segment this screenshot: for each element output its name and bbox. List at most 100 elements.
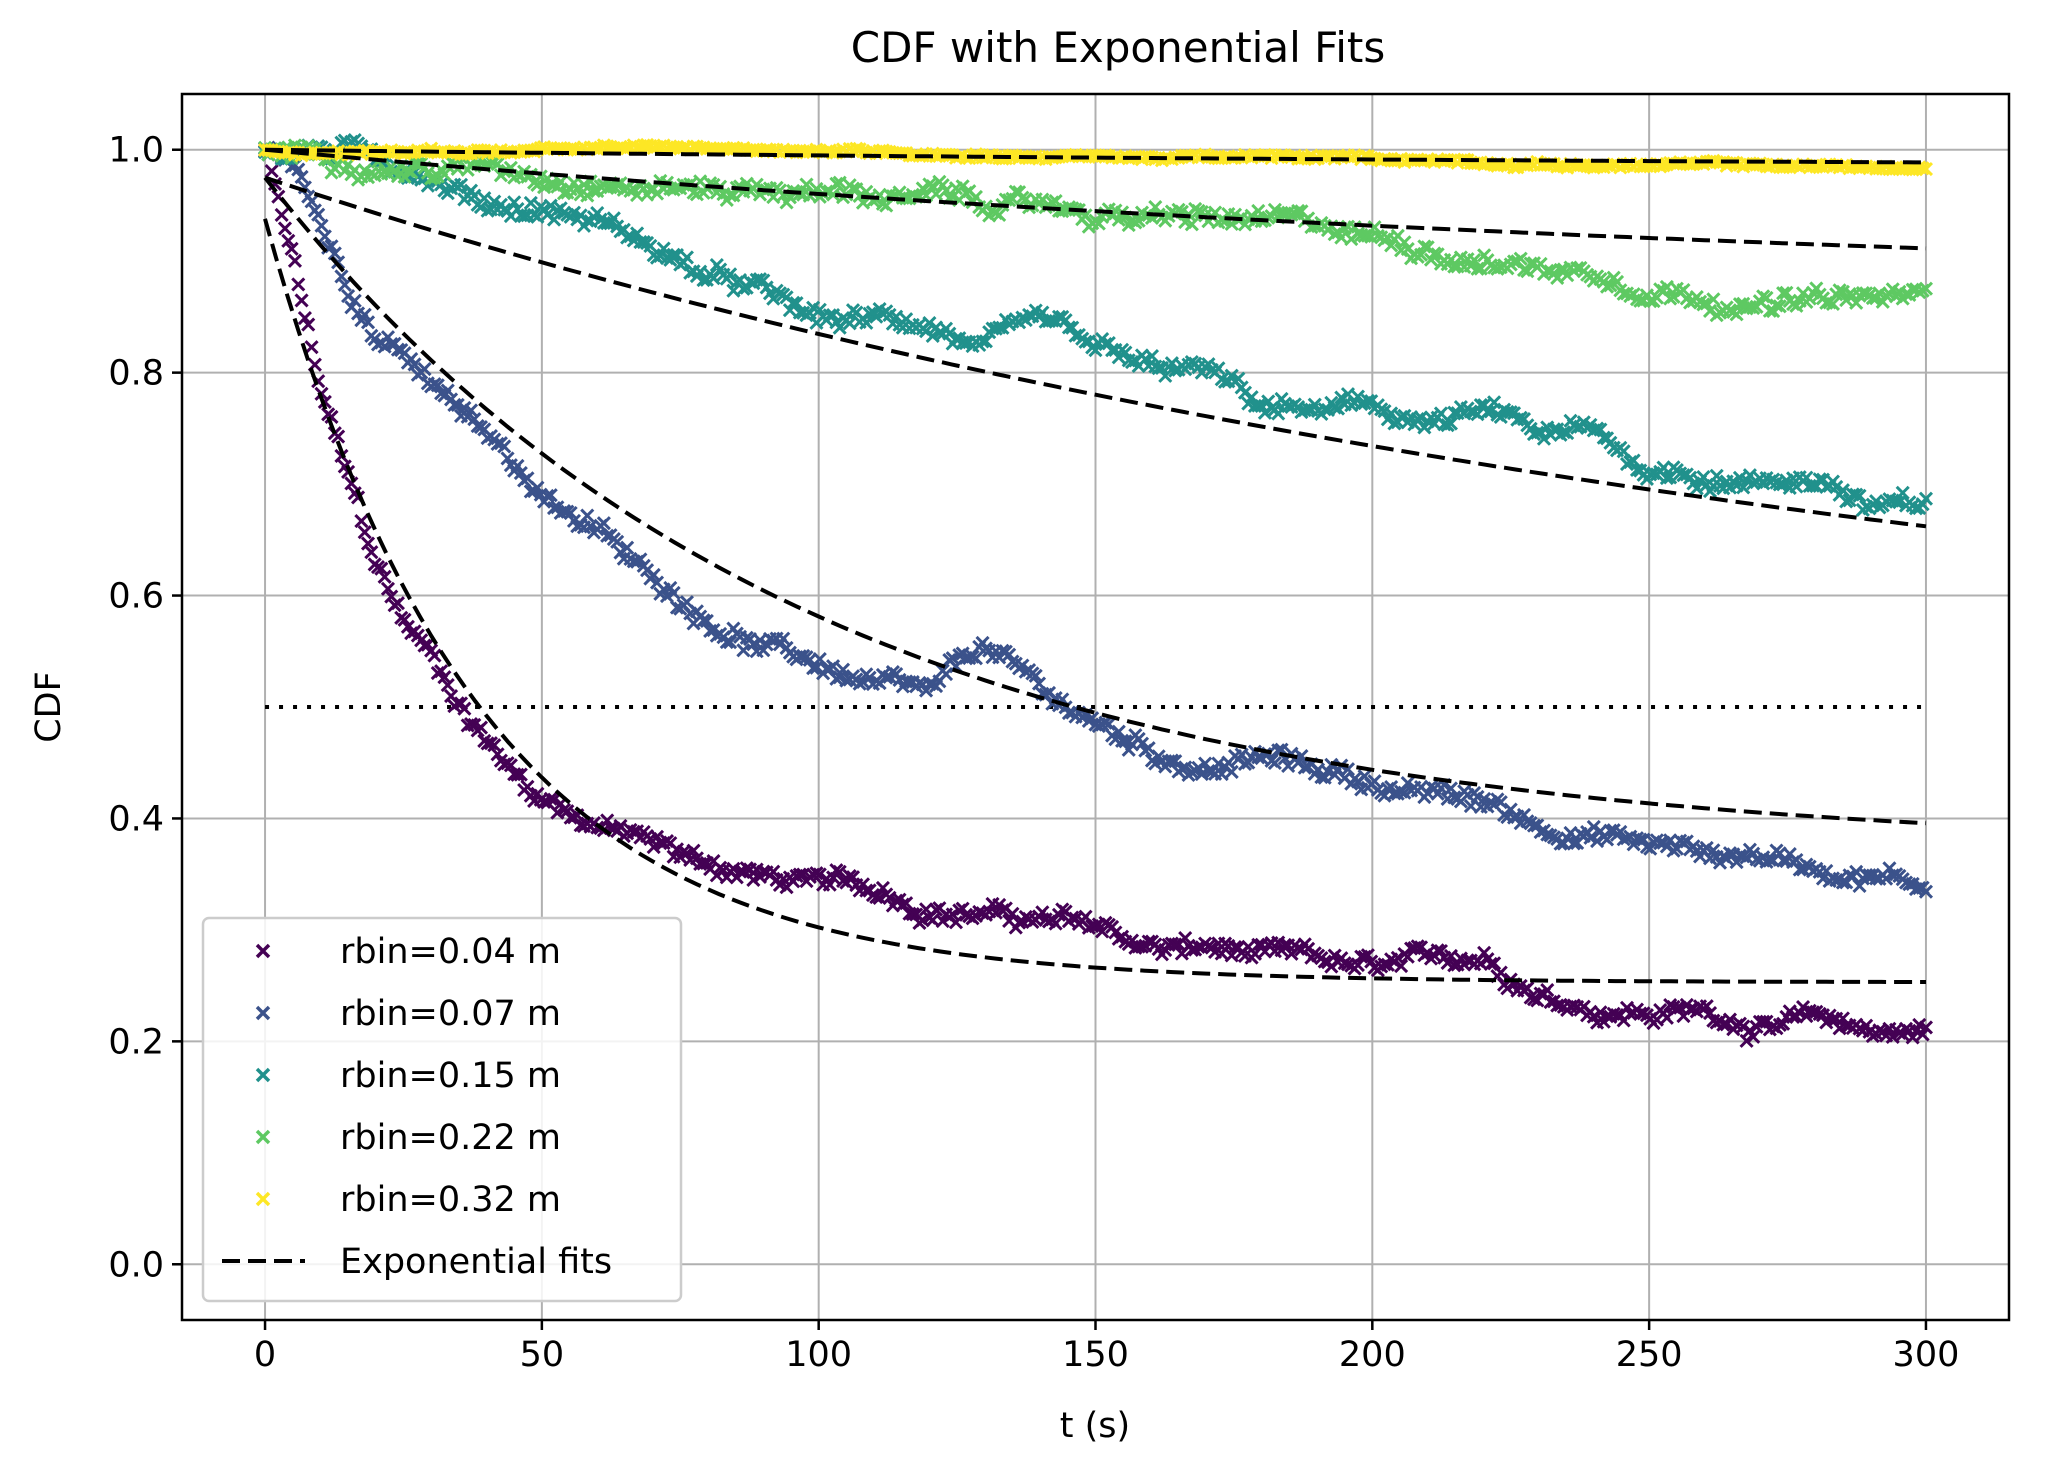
data-point bbox=[1500, 981, 1515, 996]
data-point bbox=[513, 767, 528, 782]
data-point bbox=[666, 585, 681, 600]
data-point bbox=[1918, 161, 1934, 177]
data-point bbox=[1676, 282, 1691, 298]
data-point bbox=[334, 269, 349, 284]
data-point bbox=[855, 674, 871, 690]
data-point bbox=[556, 186, 572, 201]
y-axis: 0.0 0.2 0.4 0.6 0.8 1.0 bbox=[108, 131, 182, 1285]
data-point bbox=[1427, 246, 1442, 261]
data-point bbox=[264, 164, 279, 179]
data-point bbox=[889, 893, 904, 908]
data-point bbox=[842, 869, 857, 884]
data-point bbox=[440, 677, 455, 693]
data-point bbox=[1251, 203, 1266, 219]
data-point bbox=[1759, 290, 1774, 306]
data-point bbox=[1513, 251, 1528, 266]
data-point bbox=[1739, 1033, 1754, 1048]
data-point bbox=[311, 207, 326, 222]
data-point bbox=[776, 631, 791, 646]
data-point bbox=[301, 317, 316, 332]
data-point bbox=[1101, 717, 1116, 732]
data-point bbox=[364, 545, 379, 560]
data-point bbox=[377, 569, 392, 584]
data-point bbox=[1918, 491, 1934, 506]
legend-label: rbin=0.07 m bbox=[340, 994, 561, 1034]
data-point bbox=[1224, 764, 1239, 779]
data-point bbox=[1709, 468, 1724, 483]
data-point bbox=[766, 864, 781, 879]
data-point bbox=[596, 516, 611, 531]
data-point bbox=[1626, 453, 1641, 468]
data-point bbox=[656, 241, 671, 256]
data-point bbox=[1918, 884, 1934, 899]
data-point bbox=[1852, 488, 1867, 503]
data-point bbox=[1736, 480, 1751, 495]
data-point bbox=[1762, 852, 1777, 867]
data-point bbox=[859, 883, 874, 898]
data-point bbox=[1254, 398, 1269, 413]
data-point bbox=[1918, 1020, 1934, 1035]
data-point bbox=[1643, 294, 1658, 309]
fit-layer bbox=[263, 147, 1927, 984]
data-point bbox=[510, 458, 525, 474]
data-point bbox=[1443, 416, 1458, 431]
legend-label: Exponential fits bbox=[340, 1242, 612, 1282]
data-point bbox=[437, 670, 452, 685]
data-point bbox=[812, 302, 827, 317]
data-point bbox=[610, 534, 625, 549]
data-point bbox=[1301, 941, 1316, 956]
data-point bbox=[822, 877, 837, 892]
data-point bbox=[1443, 781, 1458, 796]
data-point bbox=[291, 277, 306, 292]
chart-title: CDF with Exponential Fits bbox=[851, 23, 1385, 72]
data-point bbox=[427, 648, 442, 663]
data-point bbox=[357, 307, 372, 322]
data-point bbox=[374, 561, 389, 576]
data-point bbox=[1035, 905, 1050, 920]
data-point bbox=[905, 906, 920, 922]
data-point bbox=[546, 212, 562, 227]
data-point bbox=[1247, 946, 1263, 961]
data-point bbox=[1666, 289, 1681, 304]
data-point bbox=[1769, 298, 1784, 313]
data-point bbox=[1915, 1027, 1930, 1042]
data-point bbox=[746, 637, 761, 652]
data-point bbox=[1144, 349, 1160, 364]
data-point bbox=[789, 296, 804, 311]
data-point bbox=[1540, 982, 1555, 998]
data-point bbox=[390, 342, 405, 357]
legend-entries: rbin=0.04 m rbin=0.07 m rbin=0.15 m rbin=0.… bbox=[222, 932, 612, 1282]
legend-label: rbin=0.04 m bbox=[340, 932, 561, 972]
fit-line-rbin=0.15 m bbox=[264, 175, 1927, 529]
data-point bbox=[277, 221, 293, 236]
x-tick-label: 250 bbox=[1616, 1335, 1683, 1375]
data-point bbox=[829, 176, 844, 191]
data-point bbox=[1895, 485, 1910, 500]
data-point bbox=[1214, 766, 1229, 782]
data-point bbox=[686, 843, 701, 858]
fit-line-rbin=0.07 m bbox=[263, 176, 1927, 826]
data-point bbox=[1825, 296, 1841, 312]
data-point bbox=[1898, 286, 1914, 302]
data-point bbox=[520, 779, 535, 794]
data-point bbox=[1772, 477, 1787, 492]
data-point bbox=[1330, 401, 1346, 416]
data-point bbox=[1271, 406, 1286, 421]
data-point bbox=[397, 612, 412, 627]
data-point bbox=[620, 540, 635, 555]
data-point bbox=[1918, 281, 1934, 296]
data-point bbox=[1736, 1019, 1751, 1034]
data-point bbox=[1417, 239, 1432, 254]
data-point bbox=[1729, 307, 1744, 322]
data-point bbox=[1888, 494, 1904, 509]
y-axis-label: CDF bbox=[29, 671, 69, 743]
data-point bbox=[1849, 487, 1864, 502]
data-point bbox=[1231, 371, 1246, 386]
data-point bbox=[679, 250, 694, 265]
data-point bbox=[1433, 406, 1449, 421]
data-point bbox=[1168, 937, 1183, 952]
data-point bbox=[975, 334, 990, 349]
data-point bbox=[826, 659, 841, 674]
data-point bbox=[390, 596, 405, 611]
